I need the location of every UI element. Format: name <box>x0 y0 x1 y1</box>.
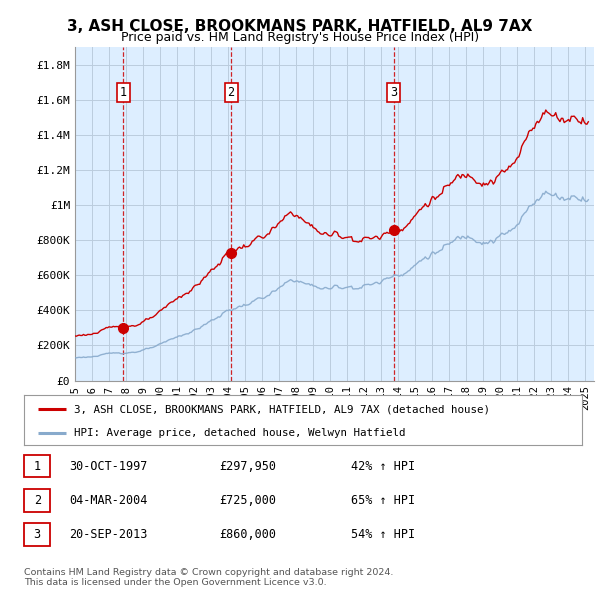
Text: 30-OCT-1997: 30-OCT-1997 <box>69 460 148 473</box>
Text: Contains HM Land Registry data © Crown copyright and database right 2024.
This d: Contains HM Land Registry data © Crown c… <box>24 568 394 587</box>
Text: 3: 3 <box>34 528 41 541</box>
Text: 2: 2 <box>227 86 235 99</box>
Text: HPI: Average price, detached house, Welwyn Hatfield: HPI: Average price, detached house, Welw… <box>74 428 406 438</box>
Text: 42% ↑ HPI: 42% ↑ HPI <box>351 460 415 473</box>
Text: 3, ASH CLOSE, BROOKMANS PARK, HATFIELD, AL9 7AX: 3, ASH CLOSE, BROOKMANS PARK, HATFIELD, … <box>67 19 533 34</box>
Text: 65% ↑ HPI: 65% ↑ HPI <box>351 494 415 507</box>
Text: 3: 3 <box>390 86 397 99</box>
Text: 2: 2 <box>34 494 41 507</box>
Text: £725,000: £725,000 <box>219 494 276 507</box>
Text: Price paid vs. HM Land Registry's House Price Index (HPI): Price paid vs. HM Land Registry's House … <box>121 31 479 44</box>
Text: 20-SEP-2013: 20-SEP-2013 <box>69 528 148 541</box>
Text: 3, ASH CLOSE, BROOKMANS PARK, HATFIELD, AL9 7AX (detached house): 3, ASH CLOSE, BROOKMANS PARK, HATFIELD, … <box>74 404 490 414</box>
Text: £860,000: £860,000 <box>219 528 276 541</box>
Text: 1: 1 <box>119 86 127 99</box>
Text: 1: 1 <box>34 460 41 473</box>
Text: £297,950: £297,950 <box>219 460 276 473</box>
Text: 04-MAR-2004: 04-MAR-2004 <box>69 494 148 507</box>
Text: 54% ↑ HPI: 54% ↑ HPI <box>351 528 415 541</box>
